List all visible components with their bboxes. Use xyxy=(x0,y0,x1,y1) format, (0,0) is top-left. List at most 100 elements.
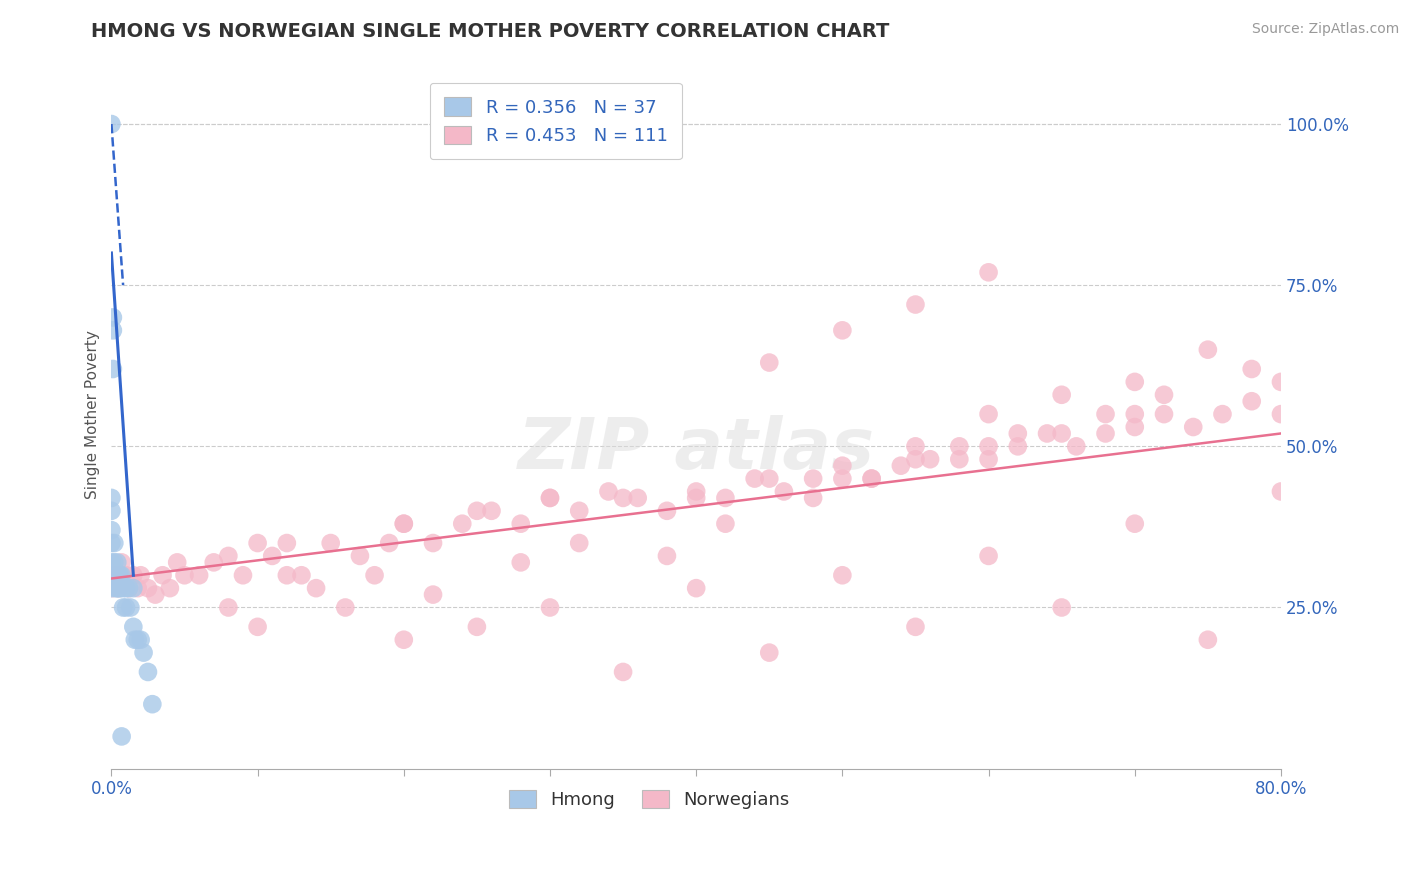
Point xyxy=(112,600,135,615)
Point xyxy=(232,568,254,582)
Point xyxy=(107,581,129,595)
Point xyxy=(276,536,298,550)
Point xyxy=(948,452,970,467)
Point xyxy=(305,581,328,595)
Point xyxy=(538,491,561,505)
Point xyxy=(948,439,970,453)
Point xyxy=(111,555,134,569)
Point xyxy=(108,581,131,595)
Point xyxy=(101,323,124,337)
Point xyxy=(105,581,128,595)
Point xyxy=(612,665,634,679)
Point xyxy=(1197,343,1219,357)
Point xyxy=(124,632,146,647)
Point xyxy=(1240,394,1263,409)
Point xyxy=(120,600,142,615)
Point xyxy=(217,600,239,615)
Point xyxy=(627,491,650,505)
Point xyxy=(1211,407,1233,421)
Point xyxy=(392,516,415,531)
Point xyxy=(100,504,122,518)
Point xyxy=(100,536,122,550)
Point xyxy=(100,491,122,505)
Point xyxy=(100,568,122,582)
Point xyxy=(115,600,138,615)
Point xyxy=(801,472,824,486)
Point xyxy=(509,555,531,569)
Point xyxy=(1270,484,1292,499)
Point xyxy=(202,555,225,569)
Point xyxy=(920,452,942,467)
Point xyxy=(714,516,737,531)
Point xyxy=(104,568,127,582)
Point xyxy=(1123,516,1146,531)
Point xyxy=(103,555,125,569)
Point xyxy=(103,536,125,550)
Point xyxy=(465,504,488,518)
Point xyxy=(217,549,239,563)
Text: ZIP atlas: ZIP atlas xyxy=(517,415,875,484)
Point xyxy=(101,581,124,595)
Point xyxy=(831,472,853,486)
Point xyxy=(100,581,122,595)
Point xyxy=(1123,420,1146,434)
Point xyxy=(122,581,145,595)
Point xyxy=(100,568,122,582)
Point xyxy=(100,117,122,131)
Point xyxy=(173,568,195,582)
Point xyxy=(349,549,371,563)
Point xyxy=(122,620,145,634)
Point xyxy=(904,439,927,453)
Point xyxy=(136,665,159,679)
Point xyxy=(801,491,824,505)
Point xyxy=(1197,632,1219,647)
Point xyxy=(1050,600,1073,615)
Point xyxy=(246,536,269,550)
Point xyxy=(509,516,531,531)
Legend: Hmong, Norwegians: Hmong, Norwegians xyxy=(502,782,797,816)
Point xyxy=(685,491,707,505)
Point xyxy=(188,568,211,582)
Point xyxy=(127,632,149,647)
Point xyxy=(129,632,152,647)
Point xyxy=(1182,420,1205,434)
Point xyxy=(655,504,678,518)
Point xyxy=(1153,407,1175,421)
Point xyxy=(1050,426,1073,441)
Point xyxy=(1270,375,1292,389)
Point xyxy=(538,491,561,505)
Point xyxy=(104,568,127,582)
Point xyxy=(132,646,155,660)
Point xyxy=(101,362,124,376)
Point xyxy=(568,536,591,550)
Point xyxy=(904,620,927,634)
Point xyxy=(152,568,174,582)
Point xyxy=(1153,388,1175,402)
Point xyxy=(112,581,135,595)
Point xyxy=(1094,426,1116,441)
Point xyxy=(118,581,141,595)
Point xyxy=(422,588,444,602)
Point xyxy=(262,549,284,563)
Point xyxy=(1036,426,1059,441)
Point xyxy=(319,536,342,550)
Point xyxy=(166,555,188,569)
Point xyxy=(685,581,707,595)
Point xyxy=(290,568,312,582)
Point xyxy=(977,452,1000,467)
Point xyxy=(141,697,163,711)
Point xyxy=(904,452,927,467)
Point xyxy=(1007,426,1029,441)
Point xyxy=(465,620,488,634)
Point xyxy=(159,581,181,595)
Point xyxy=(108,568,131,582)
Point xyxy=(129,568,152,582)
Point xyxy=(1007,439,1029,453)
Point xyxy=(685,484,707,499)
Point xyxy=(860,472,883,486)
Point xyxy=(1270,407,1292,421)
Point xyxy=(105,555,128,569)
Point xyxy=(538,600,561,615)
Point xyxy=(773,484,796,499)
Point xyxy=(276,568,298,582)
